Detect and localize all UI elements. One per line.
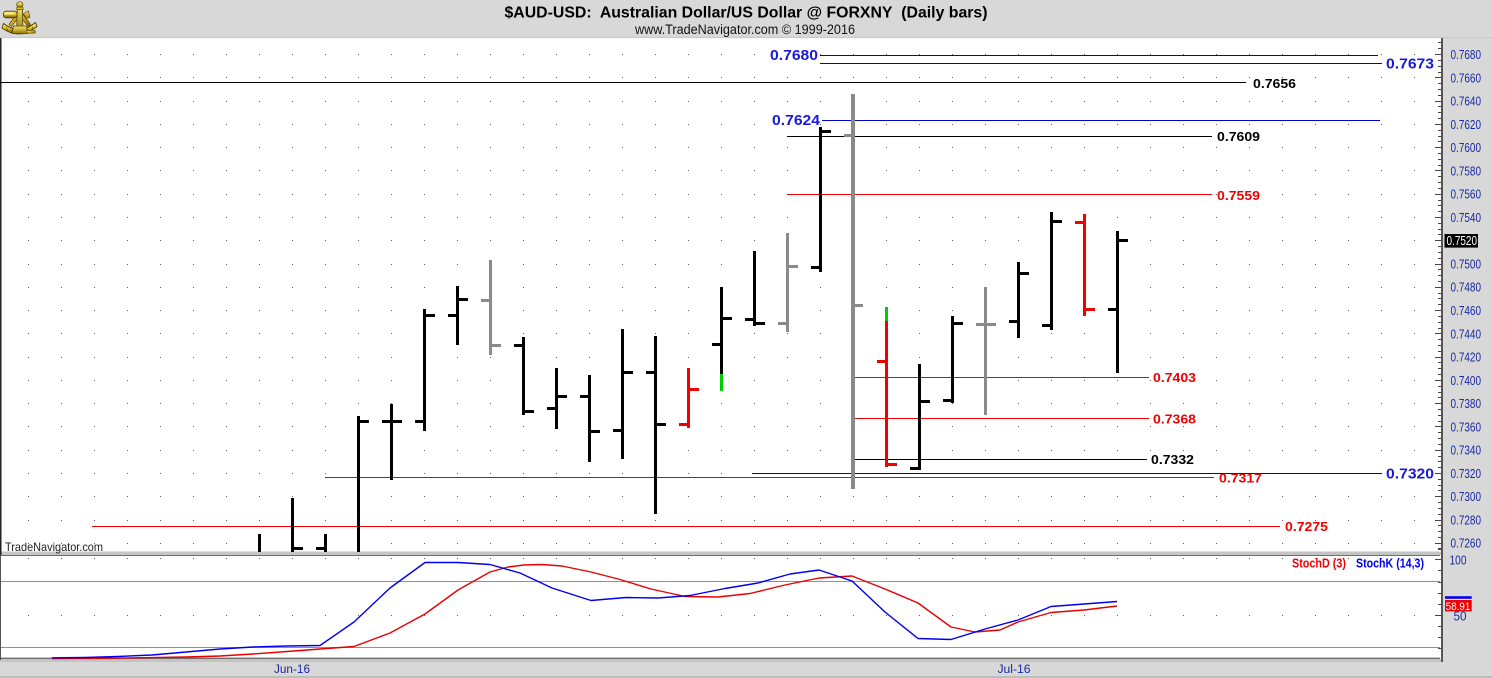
svg-text:0.7680: 0.7680 — [770, 48, 818, 64]
svg-text:0.7580: 0.7580 — [1451, 164, 1482, 178]
svg-text:StochK (14,3): StochK (14,3) — [1356, 557, 1424, 571]
svg-text:0.7600: 0.7600 — [1451, 141, 1482, 155]
svg-text:0.7400: 0.7400 — [1451, 374, 1482, 388]
svg-text:StochD (3): StochD (3) — [1292, 557, 1346, 571]
svg-text:0.7340: 0.7340 — [1451, 444, 1482, 458]
svg-text:0.7420: 0.7420 — [1451, 351, 1482, 365]
svg-text:0.7680: 0.7680 — [1451, 48, 1482, 62]
svg-text:0.7380: 0.7380 — [1451, 397, 1482, 411]
svg-text:0.7368: 0.7368 — [1153, 411, 1196, 426]
svg-text:0.7460: 0.7460 — [1451, 304, 1482, 318]
svg-text:0.7624: 0.7624 — [772, 113, 820, 129]
svg-text:0.7332: 0.7332 — [1151, 452, 1194, 467]
svg-text:0.7275: 0.7275 — [1285, 519, 1328, 534]
svg-text:$AUD-USD: Australian Dollar/U: $AUD-USD: Australian Dollar/US Dollar @ … — [505, 5, 988, 22]
svg-text:0.7403: 0.7403 — [1153, 370, 1196, 385]
svg-text:0.7540: 0.7540 — [1451, 211, 1482, 225]
svg-text:0.7260: 0.7260 — [1451, 537, 1482, 551]
svg-text:Jun-16: Jun-16 — [274, 664, 310, 676]
svg-text:100: 100 — [1450, 553, 1467, 567]
svg-text:0.7320: 0.7320 — [1386, 467, 1434, 483]
svg-text:0.7660: 0.7660 — [1451, 71, 1482, 85]
svg-text:0.7673: 0.7673 — [1386, 57, 1434, 73]
svg-text:0.7317: 0.7317 — [1219, 471, 1262, 486]
svg-text:0.7620: 0.7620 — [1451, 118, 1482, 132]
svg-text:0.7500: 0.7500 — [1451, 258, 1482, 272]
svg-text:0.7320: 0.7320 — [1451, 467, 1482, 481]
svg-text:0.7560: 0.7560 — [1451, 188, 1482, 202]
svg-text:0.7300: 0.7300 — [1451, 490, 1482, 504]
svg-text:0.7559: 0.7559 — [1217, 188, 1260, 203]
svg-text:0.7656: 0.7656 — [1253, 76, 1296, 91]
svg-text:0.7440: 0.7440 — [1451, 327, 1482, 341]
svg-text:0.7280: 0.7280 — [1451, 514, 1482, 528]
svg-text:50: 50 — [1454, 610, 1467, 624]
svg-text:0.7640: 0.7640 — [1451, 95, 1482, 109]
svg-text:58.91: 58.91 — [1446, 601, 1471, 613]
svg-text:0.7360: 0.7360 — [1451, 420, 1482, 434]
svg-text:0.7480: 0.7480 — [1451, 281, 1482, 295]
svg-text:www.TradeNavigator.com © 1999-: www.TradeNavigator.com © 1999-2016 — [634, 22, 855, 37]
svg-text:0.7609: 0.7609 — [1217, 129, 1260, 144]
svg-text:0.7520: 0.7520 — [1447, 234, 1478, 248]
svg-text:Jul-16: Jul-16 — [998, 664, 1031, 676]
svg-text:TradeNavigator.com: TradeNavigator.com — [5, 540, 103, 554]
